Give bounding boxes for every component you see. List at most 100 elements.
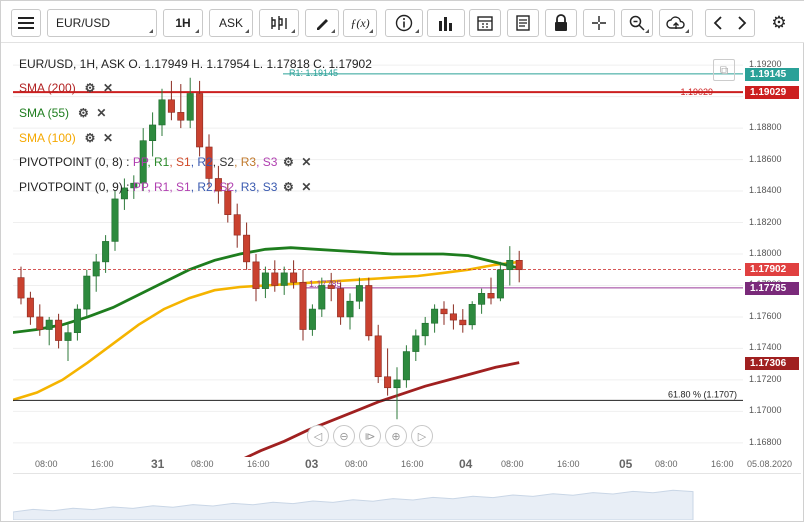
price-tick: 1.18000	[749, 248, 782, 258]
draw-button[interactable]	[305, 9, 339, 37]
price-side-selector[interactable]: ASK	[209, 9, 253, 37]
pivot-item-r1: , R1	[147, 180, 170, 194]
crosshair-button[interactable]	[583, 9, 615, 37]
price-tick: 1.19200	[749, 59, 782, 70]
sma55-line	[13, 246, 520, 334]
menu-icon	[18, 17, 34, 29]
time-tick: 08:00	[501, 459, 524, 469]
bar-volume-icon	[439, 17, 452, 31]
price-tick: 1.18600	[749, 153, 782, 164]
pivot-item-s3: , S3	[256, 180, 278, 194]
upload-button[interactable]	[659, 9, 693, 37]
calendar-icon	[477, 16, 493, 31]
candle-body	[299, 282, 307, 330]
volume-button[interactable]	[427, 9, 465, 37]
close-icon[interactable]: ✕	[103, 131, 114, 145]
reset-icon[interactable]: ⧐	[359, 425, 381, 447]
settings-button[interactable]: ⚙	[765, 9, 793, 37]
pivot-item-s3: , S3	[256, 155, 278, 169]
navigator[interactable]	[12, 473, 801, 521]
close-icon[interactable]: ✕	[301, 180, 312, 194]
candle-body	[365, 285, 373, 337]
zoom-button[interactable]	[621, 9, 653, 37]
gear-icon[interactable]: ⚙	[84, 81, 96, 95]
candle-body	[214, 178, 222, 192]
time-tick: 16:00	[557, 459, 580, 469]
time-tick: 08:00	[35, 459, 58, 469]
chart-type-button[interactable]	[259, 9, 299, 37]
candle-body	[515, 259, 523, 271]
next-icon[interactable]	[737, 16, 747, 30]
price-chart[interactable]: R1: 1.19145 1.19029 1.17785 61.80 % (1.1707…	[13, 51, 743, 457]
lock-button[interactable]	[545, 9, 577, 37]
candle-body	[243, 234, 251, 263]
candle-body	[55, 319, 63, 341]
close-icon[interactable]: ✕	[103, 81, 114, 95]
symbol-selector[interactable]: EUR/USD	[47, 9, 157, 37]
pivot-item-s2: , S2	[212, 155, 235, 169]
price-axis: 1.192001.190001.188001.186001.184001.182…	[743, 51, 801, 457]
scroll-right-icon[interactable]: ▷	[411, 425, 433, 447]
candle-body	[177, 112, 185, 121]
candle-body	[318, 285, 326, 310]
zoom-in-icon[interactable]: ⊕	[385, 425, 407, 447]
menu-button[interactable]	[11, 9, 41, 37]
candle-body	[36, 316, 44, 330]
price-tick: 1.17000	[749, 405, 782, 416]
pivot-item-s2: , S2	[212, 180, 235, 194]
sma200-line	[243, 361, 520, 457]
gear-icon[interactable]: ⚙	[283, 155, 294, 169]
candle-body	[308, 308, 316, 330]
candle-body	[73, 308, 81, 333]
candle-body	[17, 277, 25, 299]
price-tag: 1.19145	[745, 67, 799, 81]
news-button[interactable]	[507, 9, 539, 37]
candle-body	[412, 335, 420, 352]
price-tick: 1.17600	[749, 310, 782, 321]
timeframe-selector[interactable]: 1H	[163, 9, 203, 37]
symbol-label: EUR/USD	[56, 16, 111, 30]
candle-body	[149, 124, 157, 141]
gear-icon[interactable]: ⚙	[77, 106, 89, 120]
candle-body	[167, 99, 175, 113]
ohlc-info: EUR/USD, 1H, ASK O. 1.17949 H. 1.17954 L…	[19, 57, 372, 71]
candle-body	[487, 293, 495, 299]
price-tag: 1.17306	[745, 357, 799, 371]
candle-body	[186, 93, 194, 121]
scroll-left-icon[interactable]: ◁	[307, 425, 329, 447]
candlestick-icon	[271, 16, 287, 30]
candle-body	[290, 272, 298, 283]
candle-body	[374, 335, 382, 378]
time-tick: 08:00	[345, 459, 368, 469]
price-tick: 1.18400	[749, 185, 782, 196]
zoom-out-icon[interactable]: ⊖	[333, 425, 355, 447]
info-button[interactable]	[385, 9, 423, 37]
pivot-item-r2: , R2	[190, 180, 213, 194]
prev-icon[interactable]	[713, 16, 723, 30]
time-tick: 03	[305, 457, 319, 471]
candle-body	[337, 288, 345, 318]
time-tick: 05.08.2020	[747, 459, 793, 469]
candle-body	[224, 190, 232, 215]
candle-body	[468, 304, 476, 326]
calendar-button[interactable]	[469, 9, 501, 37]
function-icon: ƒ(x)	[350, 15, 370, 30]
close-icon[interactable]: ✕	[301, 155, 312, 169]
candle-body	[261, 272, 269, 289]
candle-body	[45, 319, 53, 330]
function-button[interactable]: ƒ(x)	[343, 9, 377, 37]
legend-sma100-label: SMA (100)	[19, 131, 76, 145]
expand-icon[interactable]: ⧉	[713, 59, 735, 81]
close-icon[interactable]: ✕	[96, 106, 107, 120]
candle-body	[440, 308, 448, 315]
pivot-item-r3: , R3	[234, 155, 257, 169]
candle-body	[120, 187, 128, 200]
candle-body	[26, 297, 34, 318]
candle-body	[92, 261, 100, 277]
fib-label: 61.80 % (1.1707)	[668, 389, 737, 399]
legend-sma55-label: SMA (55)	[19, 106, 70, 120]
price-tag: 1.17902	[745, 263, 799, 277]
gear-icon[interactable]: ⚙	[84, 131, 96, 145]
candle-body	[280, 272, 288, 286]
gear-icon[interactable]: ⚙	[283, 180, 294, 194]
